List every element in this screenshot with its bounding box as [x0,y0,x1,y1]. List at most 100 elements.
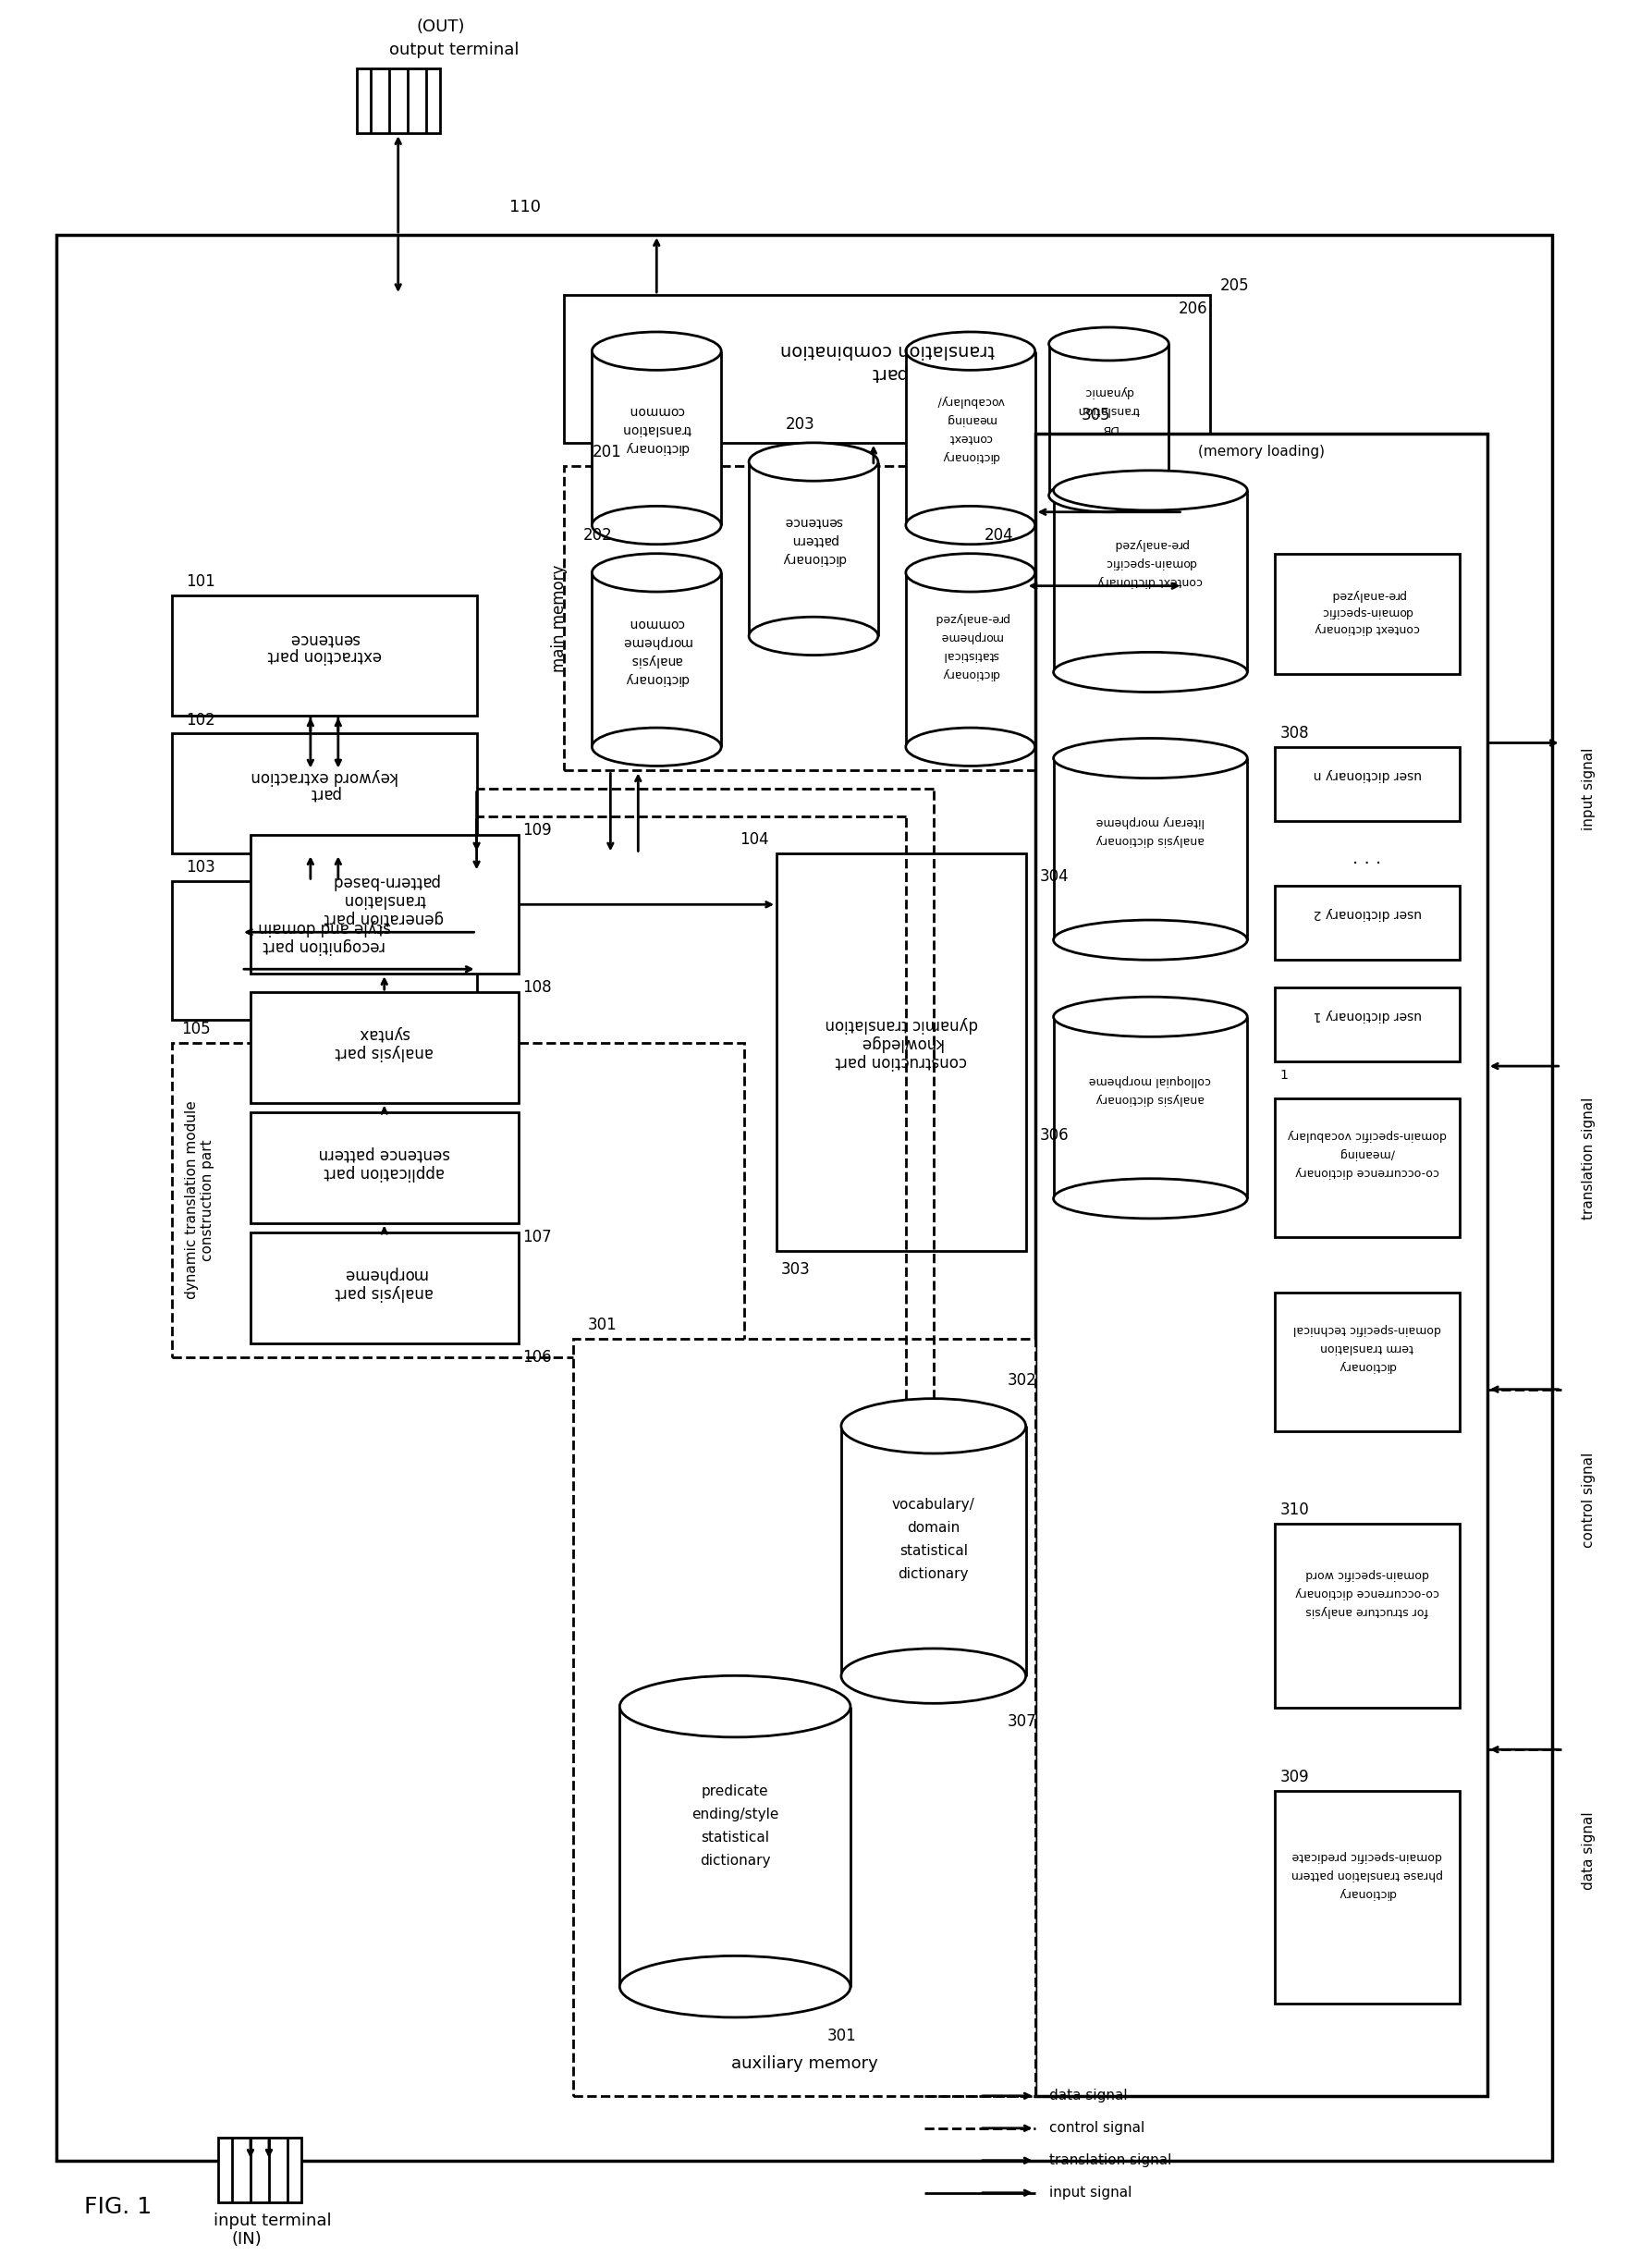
Text: domain-specific: domain-specific [1321,606,1412,617]
Bar [565,465,1183,771]
Text: translation combination: translation combination [779,342,994,358]
Bar [841,1427,1025,1676]
Bar [1276,1792,1459,2003]
Bar [172,1043,744,1356]
Text: part: part [869,365,906,383]
Bar [776,853,1025,1252]
Bar [592,574,721,746]
Text: control signal: control signal [1581,1452,1596,1549]
Text: domain: domain [906,1522,960,1535]
Bar [172,733,477,853]
Text: morpheme: morpheme [342,1266,426,1281]
Text: (OUT): (OUT) [417,18,465,36]
Text: 110: 110 [509,200,540,215]
Text: user dictionary 2: user dictionary 2 [1313,907,1422,921]
Text: dictionary: dictionary [625,671,688,685]
Text: translation signal: translation signal [1049,2155,1171,2168]
Text: analysis part: analysis part [335,1043,434,1061]
Ellipse shape [592,331,721,370]
Text: data signal: data signal [1581,1812,1596,1889]
Text: domain-specific predicate: domain-specific predicate [1292,1851,1443,1862]
Text: domain-specific technical: domain-specific technical [1293,1322,1442,1336]
Bar [748,463,879,635]
Bar [1276,987,1459,1061]
Text: auxiliary memory: auxiliary memory [731,2055,877,2073]
Text: predicate: predicate [701,1785,768,1799]
Text: main memory: main memory [552,565,568,671]
Bar [1053,490,1248,671]
Text: /meaning: /meaning [1341,1148,1394,1159]
Text: context: context [949,433,992,445]
Text: analysis dictionary: analysis dictionary [1097,1093,1204,1105]
Bar [592,352,721,526]
Text: 202: 202 [582,526,612,544]
Text: application part: application part [324,1163,444,1182]
Text: 201: 201 [592,445,622,460]
Text: ending/style: ending/style [691,1808,779,1821]
Text: dictionary: dictionary [942,451,999,463]
Text: translation: translation [622,422,691,435]
Ellipse shape [748,442,879,481]
Text: input signal: input signal [1581,748,1596,830]
Text: output terminal: output terminal [389,41,519,59]
Bar [1276,553,1459,674]
Text: 106: 106 [522,1349,552,1365]
Text: domain-specific word: domain-specific word [1305,1567,1429,1581]
Text: analysis: analysis [631,653,683,667]
Bar [251,991,517,1102]
Text: FIG. 1: FIG. 1 [85,2195,151,2218]
Text: 102: 102 [185,712,215,728]
Bar [251,1232,517,1343]
Text: 301: 301 [828,2028,857,2043]
Bar [1049,345,1168,494]
Ellipse shape [841,1399,1025,1454]
Text: literary morpheme: literary morpheme [1097,816,1204,828]
Text: dictionary: dictionary [898,1567,968,1581]
Text: 309: 309 [1279,1769,1308,1785]
Bar [251,835,517,973]
Ellipse shape [1053,921,1248,959]
Text: 204: 204 [984,526,1014,544]
Bar [172,594,477,714]
Text: syntax: syntax [358,1025,410,1041]
Text: dictionary: dictionary [700,1853,771,1867]
Ellipse shape [906,553,1035,592]
Bar [172,882,477,1021]
Text: vocabulary/: vocabulary/ [892,1497,975,1513]
Text: 206: 206 [1178,299,1207,318]
Ellipse shape [1053,469,1248,510]
Text: common: common [628,617,685,628]
Text: dictionary: dictionary [781,551,846,565]
Text: co-occurrence dictionary: co-occurrence dictionary [1295,1588,1440,1599]
Text: 108: 108 [522,980,552,996]
Text: analysis part: analysis part [335,1284,434,1302]
Text: 305: 305 [1082,406,1110,424]
Text: co-occurrence dictionary: co-occurrence dictionary [1295,1166,1440,1179]
Text: context dictionary: context dictionary [1315,621,1420,635]
Ellipse shape [1053,998,1248,1036]
Text: dynamic: dynamic [1084,386,1134,397]
Ellipse shape [1049,327,1168,361]
Bar [906,352,1035,526]
Bar [565,295,1210,442]
Text: sentence pattern: sentence pattern [319,1145,451,1161]
Text: input signal: input signal [1049,2186,1131,2200]
Ellipse shape [906,331,1035,370]
Text: dynamic translation module
construction part: dynamic translation module construction … [185,1100,215,1300]
Text: sentence: sentence [290,631,360,646]
Text: dictionary: dictionary [1339,1887,1396,1898]
Text: colloquial morpheme: colloquial morpheme [1090,1075,1212,1086]
Text: 109: 109 [522,823,552,839]
Text: dictionary: dictionary [942,667,999,680]
Ellipse shape [620,1955,851,2016]
Text: 101: 101 [185,574,215,590]
Text: statistical: statistical [942,649,999,662]
Text: translation: translation [343,891,426,907]
Text: 1: 1 [1279,1068,1289,1082]
Text: knowledge: knowledge [859,1034,942,1052]
Text: (IN): (IN) [233,2232,262,2248]
Bar [1053,758,1248,939]
Bar [1276,748,1459,821]
Bar [1276,1098,1459,1236]
Ellipse shape [906,506,1035,544]
